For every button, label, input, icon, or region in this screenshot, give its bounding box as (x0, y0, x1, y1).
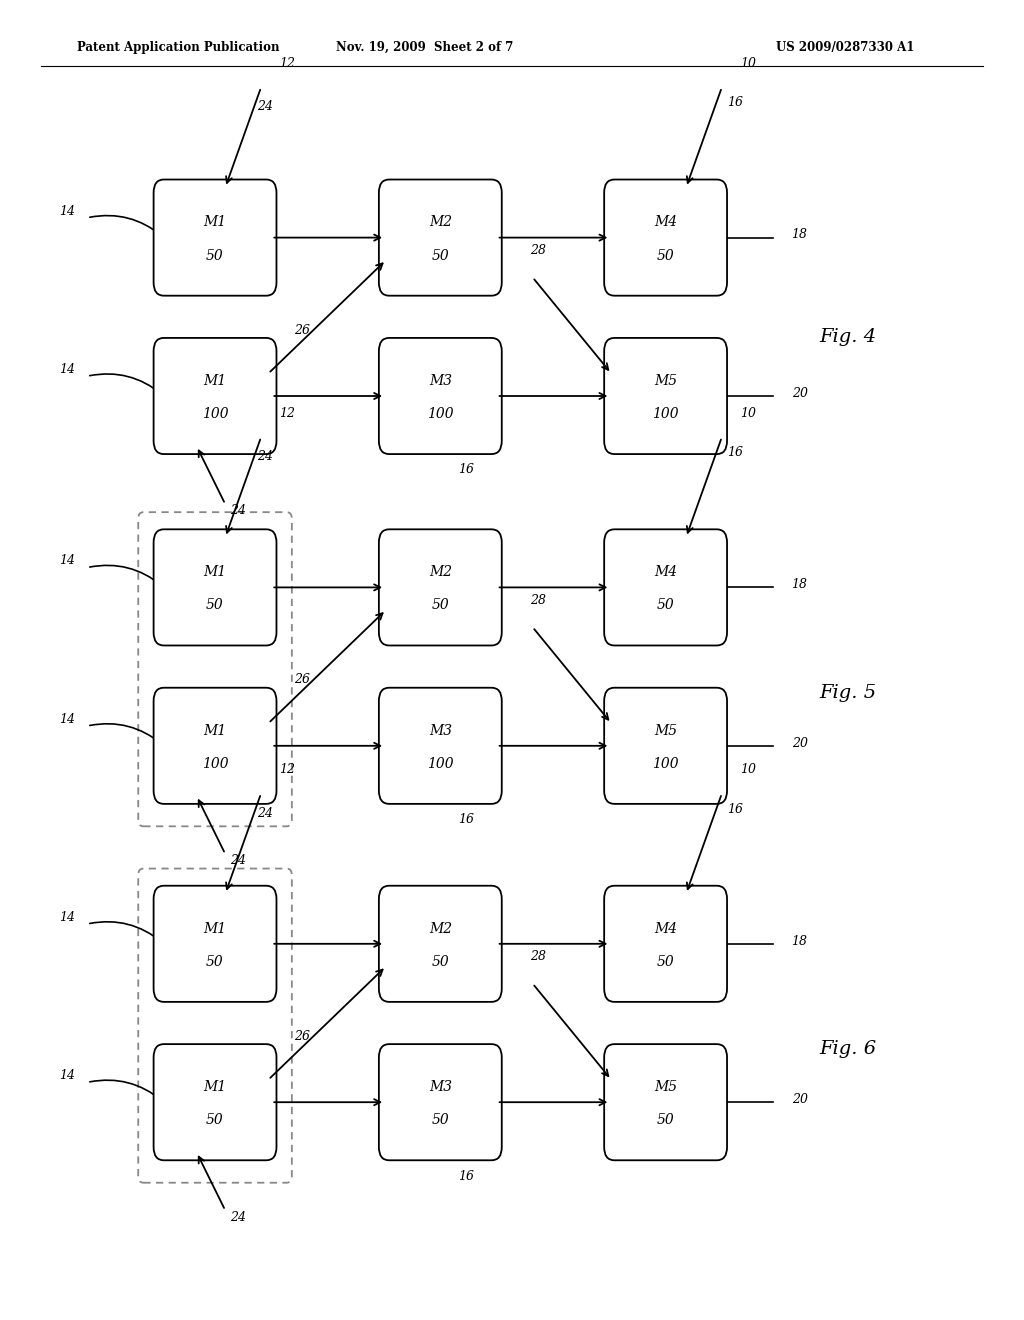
Text: 12: 12 (280, 57, 296, 70)
Text: M3: M3 (429, 723, 452, 738)
Text: 50: 50 (206, 598, 224, 612)
Text: 100: 100 (202, 407, 228, 421)
Text: 18: 18 (792, 578, 808, 591)
Text: M5: M5 (654, 723, 677, 738)
Text: 14: 14 (58, 713, 75, 726)
Text: 50: 50 (656, 598, 675, 612)
FancyBboxPatch shape (604, 180, 727, 296)
Text: Fig. 4: Fig. 4 (819, 327, 877, 346)
Text: 16: 16 (458, 463, 474, 477)
Text: M1: M1 (204, 565, 226, 579)
FancyBboxPatch shape (604, 1044, 727, 1160)
Text: 100: 100 (427, 756, 454, 771)
Text: Fig. 5: Fig. 5 (819, 684, 877, 702)
FancyBboxPatch shape (604, 529, 727, 645)
Text: 20: 20 (792, 737, 808, 750)
Text: 12: 12 (280, 407, 296, 420)
Text: 24: 24 (229, 854, 246, 867)
Text: 100: 100 (427, 407, 454, 421)
Text: 16: 16 (458, 813, 474, 826)
Text: M4: M4 (654, 921, 677, 936)
Text: M2: M2 (429, 215, 452, 230)
FancyBboxPatch shape (379, 1044, 502, 1160)
Text: M3: M3 (429, 374, 452, 388)
FancyBboxPatch shape (154, 886, 276, 1002)
Text: 28: 28 (529, 594, 546, 607)
Text: M1: M1 (204, 1080, 226, 1094)
Text: M1: M1 (204, 215, 226, 230)
Text: 28: 28 (529, 950, 546, 964)
FancyBboxPatch shape (604, 338, 727, 454)
Text: 16: 16 (458, 1170, 474, 1183)
Text: M4: M4 (654, 565, 677, 579)
FancyBboxPatch shape (379, 688, 502, 804)
FancyBboxPatch shape (154, 688, 276, 804)
Text: 50: 50 (431, 954, 450, 969)
Text: 12: 12 (280, 763, 296, 776)
Text: M1: M1 (204, 921, 226, 936)
Text: 18: 18 (792, 935, 808, 948)
Text: 50: 50 (206, 248, 224, 263)
Text: 16: 16 (727, 446, 743, 459)
Text: 14: 14 (58, 1069, 75, 1082)
Text: M4: M4 (654, 215, 677, 230)
Text: 50: 50 (206, 954, 224, 969)
FancyBboxPatch shape (604, 886, 727, 1002)
Text: 24: 24 (229, 1210, 246, 1224)
Text: 10: 10 (740, 407, 757, 420)
Text: M1: M1 (204, 723, 226, 738)
Text: 50: 50 (431, 248, 450, 263)
Text: 28: 28 (529, 244, 546, 257)
Text: Patent Application Publication: Patent Application Publication (77, 41, 280, 54)
Text: 26: 26 (294, 673, 309, 686)
Text: 10: 10 (740, 763, 757, 776)
Text: 24: 24 (257, 100, 273, 114)
Text: 50: 50 (206, 1113, 224, 1127)
Text: 10: 10 (740, 57, 757, 70)
Text: 26: 26 (294, 323, 309, 337)
FancyBboxPatch shape (154, 338, 276, 454)
Text: US 2009/0287330 A1: US 2009/0287330 A1 (775, 41, 914, 54)
Text: 16: 16 (727, 96, 743, 110)
Text: M5: M5 (654, 374, 677, 388)
Text: 14: 14 (58, 911, 75, 924)
Text: 14: 14 (58, 363, 75, 376)
Text: 16: 16 (727, 803, 743, 816)
Text: 24: 24 (257, 450, 273, 463)
Text: 100: 100 (202, 756, 228, 771)
Text: 24: 24 (229, 504, 246, 517)
FancyBboxPatch shape (154, 1044, 276, 1160)
FancyBboxPatch shape (604, 688, 727, 804)
Text: 20: 20 (792, 1093, 808, 1106)
Text: 50: 50 (656, 1113, 675, 1127)
Text: Nov. 19, 2009  Sheet 2 of 7: Nov. 19, 2009 Sheet 2 of 7 (336, 41, 514, 54)
FancyBboxPatch shape (379, 338, 502, 454)
Text: 24: 24 (257, 807, 273, 820)
Text: 20: 20 (792, 387, 808, 400)
Text: M3: M3 (429, 1080, 452, 1094)
Text: 50: 50 (431, 598, 450, 612)
FancyBboxPatch shape (154, 180, 276, 296)
FancyBboxPatch shape (379, 529, 502, 645)
Text: 50: 50 (656, 248, 675, 263)
Text: M1: M1 (204, 374, 226, 388)
FancyBboxPatch shape (379, 886, 502, 1002)
Text: 18: 18 (792, 228, 808, 242)
Text: Fig. 6: Fig. 6 (819, 1040, 877, 1059)
Text: 100: 100 (652, 407, 679, 421)
Text: 14: 14 (58, 554, 75, 568)
Text: 100: 100 (652, 756, 679, 771)
FancyBboxPatch shape (379, 180, 502, 296)
Text: M5: M5 (654, 1080, 677, 1094)
Text: 50: 50 (656, 954, 675, 969)
Text: M2: M2 (429, 565, 452, 579)
Text: 14: 14 (58, 205, 75, 218)
Text: 26: 26 (294, 1030, 309, 1043)
Text: 50: 50 (431, 1113, 450, 1127)
Text: M2: M2 (429, 921, 452, 936)
FancyBboxPatch shape (154, 529, 276, 645)
